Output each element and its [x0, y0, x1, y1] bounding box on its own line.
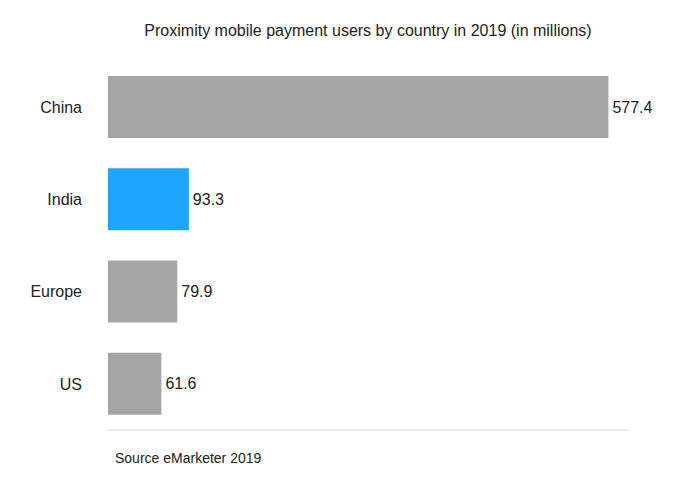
- svg-text:India: India: [47, 191, 82, 208]
- html-text:Source eMarketer 2019: Source eMarketer 2019: [115, 450, 262, 466]
- svg-text:US: US: [60, 376, 82, 393]
- svg-text:577.4: 577.4: [612, 99, 652, 116]
- svg-text:61.6: 61.6: [165, 375, 196, 392]
- svg-text:Europe: Europe: [30, 283, 82, 300]
- svg-text:China: China: [40, 99, 82, 116]
- svg-text:93.3: 93.3: [193, 191, 224, 208]
- html-text:Proximity mobile payment users: Proximity mobile payment users by countr…: [144, 22, 592, 39]
- svg-text:79.9: 79.9: [181, 283, 212, 300]
